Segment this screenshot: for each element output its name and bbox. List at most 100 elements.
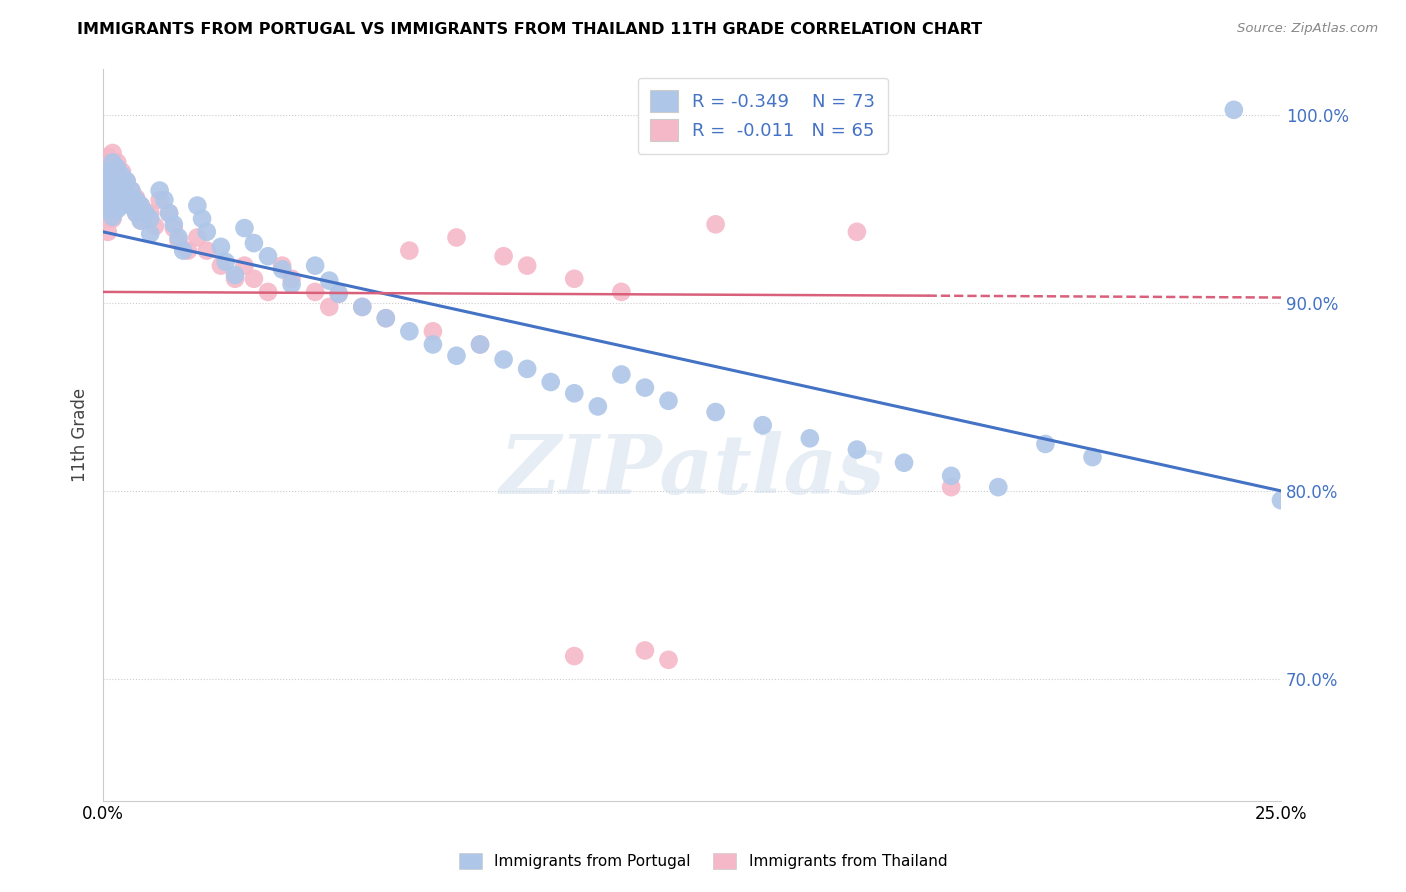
Point (328, 286, 350, 301)
Point (195, 225, 218, 239)
Point (610, 285, 633, 299)
Point (233, 221, 256, 235)
Point (987, 480, 1010, 494)
Point (105, 184, 128, 198)
Point (562, 386, 585, 401)
Point (97, 198, 120, 212)
Point (318, 300, 340, 314)
Point (224, 268, 246, 282)
Point (562, 272, 585, 286)
Point (657, 653, 679, 667)
Point (209, 259, 232, 273)
Point (799, 431, 821, 445)
Point (97, 178, 120, 192)
Point (1081, 450, 1104, 464)
Point (101, 155, 124, 169)
Point (704, 217, 727, 231)
Point (101, 210, 124, 224)
Point (374, 311, 396, 326)
Point (111, 165, 134, 179)
Point (214, 255, 236, 269)
Point (167, 230, 190, 244)
Point (101, 184, 124, 198)
Point (111, 184, 134, 198)
Point (271, 259, 294, 273)
Point (468, 337, 491, 351)
Point (105, 174, 128, 188)
Point (586, 400, 609, 414)
Point (101, 146, 124, 161)
Point (101, 198, 124, 212)
Point (105, 202, 128, 217)
Point (139, 206, 162, 220)
Point (129, 213, 152, 227)
Point (374, 311, 396, 326)
Point (139, 211, 162, 226)
Point (398, 244, 420, 258)
Point (149, 184, 172, 198)
Point (101, 211, 124, 226)
Point (280, 277, 302, 292)
Point (634, 381, 657, 395)
Point (446, 230, 468, 244)
Point (125, 206, 148, 220)
Point (101, 187, 124, 202)
Point (101, 196, 124, 211)
Point (704, 405, 727, 419)
Text: IMMIGRANTS FROM PORTUGAL VS IMMIGRANTS FROM THAILAND 11TH GRADE CORRELATION CHAR: IMMIGRANTS FROM PORTUGAL VS IMMIGRANTS F… (77, 22, 983, 37)
Point (243, 272, 266, 286)
Point (167, 234, 190, 248)
Point (115, 189, 138, 203)
Point (352, 300, 374, 314)
Point (257, 249, 280, 263)
Point (143, 219, 166, 234)
Point (540, 375, 562, 389)
Point (1270, 493, 1292, 508)
Point (105, 161, 128, 175)
Point (157, 206, 180, 220)
Point (446, 349, 468, 363)
Point (195, 244, 218, 258)
Legend: R = -0.349    N = 73, R =  -0.011   N = 65: R = -0.349 N = 73, R = -0.011 N = 65 (638, 78, 887, 154)
Point (233, 259, 256, 273)
Point (352, 300, 374, 314)
Point (398, 324, 420, 338)
Point (97, 150, 120, 164)
Point (125, 206, 148, 220)
Point (191, 211, 214, 226)
Point (492, 249, 515, 263)
Text: ZIPatlas: ZIPatlas (499, 431, 884, 511)
Point (941, 468, 963, 483)
Point (111, 169, 134, 183)
Point (186, 230, 208, 244)
Point (101, 172, 124, 186)
Point (125, 191, 148, 205)
Point (115, 174, 138, 188)
Point (120, 184, 142, 198)
Point (468, 337, 491, 351)
Point (157, 206, 180, 220)
Point (105, 169, 128, 183)
Point (97, 174, 120, 188)
Y-axis label: 11th Grade: 11th Grade (72, 387, 89, 482)
Point (422, 324, 444, 338)
Point (120, 198, 142, 212)
Point (422, 337, 444, 351)
Point (105, 187, 128, 202)
Point (111, 178, 134, 192)
Point (97, 161, 120, 175)
Point (163, 221, 186, 235)
Point (328, 286, 350, 301)
Point (516, 362, 538, 376)
Point (97, 202, 120, 217)
Point (153, 193, 176, 207)
Point (105, 155, 128, 169)
Point (304, 259, 326, 273)
Point (257, 285, 280, 299)
Point (120, 198, 142, 212)
Point (111, 198, 134, 212)
Point (111, 191, 134, 205)
Point (97, 225, 120, 239)
Point (115, 174, 138, 188)
Point (209, 240, 232, 254)
